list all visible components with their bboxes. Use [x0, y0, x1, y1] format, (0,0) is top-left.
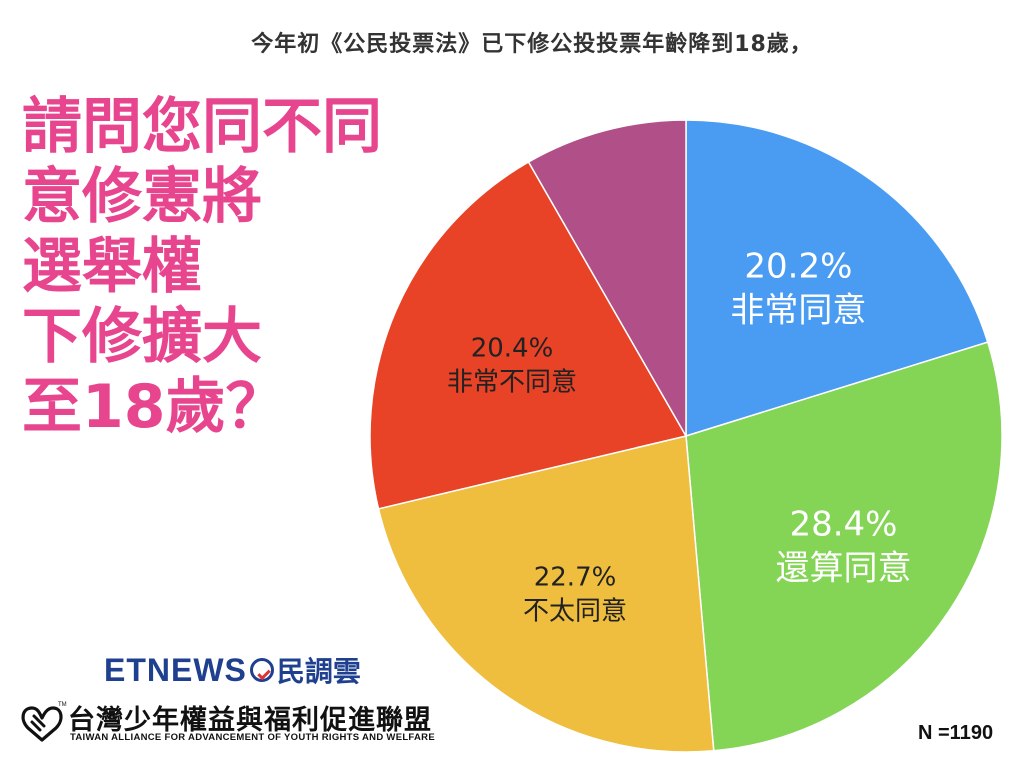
slice-value-label-2: 28.4%: [789, 505, 897, 545]
pie-slice-5: [527, 119, 687, 439]
slice-category-label-4: 非常不同意: [447, 368, 577, 398]
pie-slice-1: [685, 119, 989, 438]
question-line-2: 意修憲將: [22, 162, 262, 232]
question-title: 請問您同不同 意修憲將 選舉權 下修擴大 至18歲？: [22, 92, 492, 442]
etnews-logo-cn: 民調雲: [276, 655, 361, 688]
alliance-name-cn: 台灣少年權益與福利促進聯盟: [68, 705, 432, 736]
hands-heart-icon: TM: [21, 702, 67, 742]
etnews-logo: ETNEWS 民調雲: [104, 651, 361, 689]
alliance-logo: TM 台灣少年權益與福利促進聯盟 TAIWAN ALLIANCE FOR ADV…: [18, 696, 478, 752]
slice-value-label-3: 22.7%: [534, 563, 617, 593]
question-line-1: 請問您同不同: [22, 92, 382, 162]
top-caption: 今年初《公民投票法》已下修公投投票年齡降到18歲，: [251, 32, 813, 57]
question-line-3: 選舉權: [22, 232, 202, 302]
poll-circle-icon: [249, 658, 274, 682]
etnews-logo-text: ETNEWS: [104, 651, 247, 688]
pie-slice-2: [685, 341, 1003, 752]
pie-slice-4: [369, 160, 688, 510]
slice-value-label-1: 20.2%: [744, 246, 852, 286]
question-line-5: 至18歲？: [22, 372, 286, 442]
sample-size: N =1190: [918, 722, 994, 744]
slice-category-label-1: 非常同意: [730, 290, 866, 330]
pie-slice-3: [377, 435, 715, 753]
slice-category-label-3: 不太同意: [523, 597, 627, 627]
question-line-4: 下修擴大: [22, 302, 262, 372]
alliance-tm: TM: [58, 702, 67, 708]
slice-category-label-2: 還算同意: [775, 549, 911, 589]
slice-value-label-4: 20.4%: [471, 334, 554, 364]
alliance-name-en: TAIWAN ALLIANCE FOR ADVANCEMENT OF YOUTH…: [70, 732, 435, 743]
